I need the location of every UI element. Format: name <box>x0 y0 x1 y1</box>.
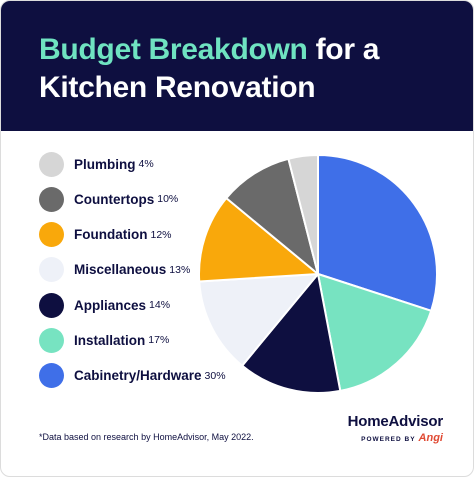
pie-slice-miscellaneous <box>198 273 319 367</box>
legend-swatch <box>39 186 64 212</box>
legend-percent: 14% <box>149 299 171 312</box>
title-accent: Budget Breakdown <box>39 33 308 66</box>
partner-logo: Angi <box>418 432 443 444</box>
legend-swatch <box>39 292 64 318</box>
legend-item: Countertops 10% <box>39 186 239 212</box>
footnote: *Data based on research by HomeAdvisor, … <box>39 432 254 442</box>
legend: Plumbing 4% Countertops 10% Foundation 12% Mis… <box>39 151 239 398</box>
legend-swatch <box>39 327 64 353</box>
legend-percent: 12% <box>150 228 172 241</box>
powered-by-text: POWERED BY <box>361 436 416 443</box>
legend-percent: 10% <box>157 193 179 206</box>
pie-slice-plumbing <box>287 154 319 275</box>
legend-swatch <box>39 257 64 283</box>
legend-item: Foundation 12% <box>39 222 239 248</box>
legend-item: Miscellaneous 13% <box>39 257 239 283</box>
legend-item: Plumbing 4% <box>39 151 239 177</box>
legend-label: Installation <box>74 332 146 348</box>
legend-percent: 17% <box>148 334 170 347</box>
brand-logo: HomeAdvisor POWERED BY Angi <box>347 413 444 444</box>
pie-slice-foundation <box>198 197 319 283</box>
brand-tagline: POWERED BY Angi <box>348 432 443 444</box>
legend-label: Plumbing <box>74 156 136 172</box>
chart-title: Budget Breakdown for a Kitchen Renovatio… <box>39 31 459 107</box>
legend-swatch <box>39 363 64 389</box>
legend-label: Cabinetry/Hardware <box>74 368 202 384</box>
brand-name: HomeAdvisor <box>347 413 444 430</box>
legend-percent: 13% <box>169 263 191 276</box>
legend-label: Countertops <box>74 191 155 207</box>
legend-label: Miscellaneous <box>74 262 167 278</box>
pie-slice-appliances <box>241 273 342 394</box>
legend-swatch <box>39 151 64 177</box>
legend-percent: 4% <box>138 158 154 170</box>
legend-item: Appliances 14% <box>39 292 239 318</box>
header-banner: Budget Breakdown for a Kitchen Renovatio… <box>1 1 473 131</box>
pie-slice-installation <box>317 273 433 392</box>
legend-percent: 30% <box>204 369 226 382</box>
pie-slice-cabinetry-hardware <box>317 154 438 312</box>
legend-swatch <box>39 222 64 248</box>
legend-item: Cabinetry/Hardware 30% <box>39 363 239 389</box>
legend-label: Appliances <box>74 297 147 313</box>
pie-chart <box>198 154 438 394</box>
legend-item: Installation 17% <box>39 327 239 353</box>
legend-label: Foundation <box>74 227 148 243</box>
title-rest: for a Kitchen Renovation <box>39 33 380 104</box>
